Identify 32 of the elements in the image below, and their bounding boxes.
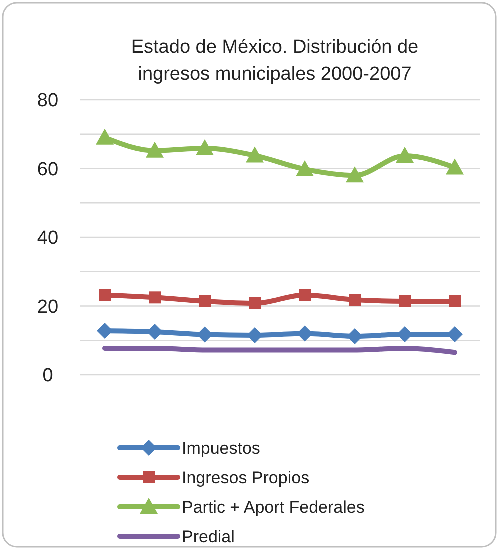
point [349, 294, 361, 306]
point [449, 295, 461, 308]
point [297, 326, 313, 342]
chart-title: Estado de México. Distribución de ingresos municipales 2000-2007 [131, 37, 419, 85]
point [399, 295, 411, 308]
y-tick-label: 60 [37, 159, 59, 180]
point [347, 328, 363, 344]
point [146, 142, 164, 158]
point [296, 160, 314, 176]
point [197, 326, 213, 343]
point [346, 166, 364, 183]
point [147, 324, 163, 340]
point [396, 147, 414, 164]
point [99, 289, 111, 302]
point [246, 146, 264, 163]
legend-label: Predial [182, 527, 235, 546]
point [97, 323, 113, 339]
point [196, 139, 214, 156]
legend-label: Partic + Aport Federales [182, 498, 365, 517]
legend-label: Impuestos [182, 438, 260, 458]
point [446, 158, 464, 175]
point [149, 292, 161, 304]
point [247, 327, 263, 344]
y-tick-label: 0 [42, 366, 54, 387]
legend-label: Ingresos Propios [182, 468, 310, 488]
y-tick-label: 20 [37, 296, 59, 318]
point [96, 128, 114, 145]
y-tick-label: 80 [37, 90, 59, 112]
point [249, 298, 261, 310]
y-tick-label: 40 [37, 228, 59, 250]
point [199, 295, 211, 308]
point [299, 289, 311, 302]
